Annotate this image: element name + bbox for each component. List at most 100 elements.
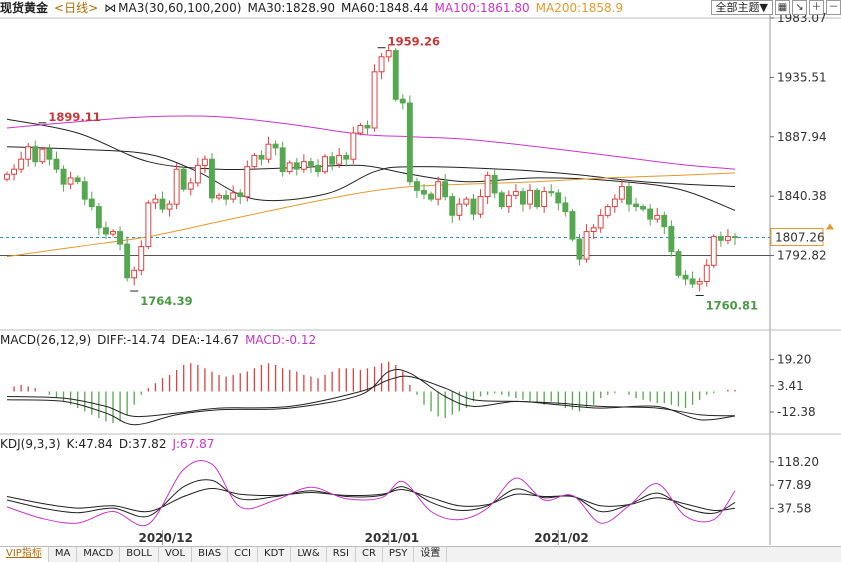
zoom-out-icon[interactable]: － (826, 0, 841, 15)
tab-9[interactable]: RSI (327, 547, 356, 562)
tab-2[interactable]: MACD (77, 547, 121, 562)
candle-down (491, 174, 498, 194)
price-tick-label: 1935.51 (777, 70, 827, 84)
date-label: 2021/01 (365, 531, 419, 545)
candle-down (498, 192, 505, 208)
candle-down (633, 203, 639, 208)
candle-up (67, 177, 74, 185)
candle-up (18, 158, 25, 170)
candle-up (39, 148, 46, 163)
candle-down (442, 181, 449, 198)
macd-title: MACD(26,12,9) (0, 333, 92, 347)
candle-down (159, 198, 166, 210)
ma200-value: MA200:1858.9 (535, 1, 624, 15)
candle-down (279, 147, 286, 173)
last-price-box (770, 228, 824, 247)
tab-1[interactable]: MA (49, 547, 78, 562)
candle-up (286, 162, 293, 173)
candle-up (152, 198, 159, 204)
tab-11[interactable]: PSY (383, 547, 415, 562)
tab-7[interactable]: KDT (258, 547, 292, 562)
candle-down (364, 125, 371, 129)
candle-up (11, 168, 18, 175)
tab-5[interactable]: BIAS (192, 547, 229, 562)
kdj-j-line (6, 459, 736, 527)
candle-up (541, 191, 548, 208)
tab-0[interactable]: VIP指标 (0, 547, 49, 562)
candle-up (230, 192, 237, 200)
candle-down (209, 158, 215, 199)
candle-up (336, 154, 343, 165)
candles-group (4, 44, 738, 292)
candle-down (647, 208, 654, 220)
price-tick-label: 1887.94 (777, 130, 827, 144)
macd-diff: DIFF:-14.74 (97, 333, 166, 347)
candle-down (272, 143, 279, 149)
candle-up (131, 269, 138, 279)
chart-header: 现货黄金 <日线> ⋈ MA3(30,60,100,200) MA30:1828.90 M… (0, 0, 629, 16)
tab-12[interactable]: 设置 (414, 547, 448, 562)
candle-up (25, 146, 32, 160)
candle-down (668, 226, 675, 253)
candle-up (435, 181, 442, 200)
candle-down (661, 214, 668, 228)
candle-down (520, 191, 526, 205)
candle-down (392, 50, 399, 100)
candle-up (300, 161, 307, 170)
macd-diff-line (6, 368, 736, 426)
annotation-low: 1764.39 (140, 294, 192, 308)
tab-10[interactable]: CR (356, 547, 383, 562)
candle-down (307, 161, 314, 166)
ma60-value: MA60:1848.44 (341, 1, 429, 15)
candle-up (512, 191, 519, 196)
price-tick-label: 1792.82 (777, 249, 827, 263)
grid-view-icon[interactable]: ▦ (775, 0, 790, 15)
candle-up (710, 236, 717, 266)
tab-8[interactable]: LW& (291, 547, 327, 562)
candle-up (654, 214, 661, 220)
candle-down (428, 193, 435, 200)
ma-title: MA3(30,60,100,200) (118, 1, 242, 15)
candle-down (293, 162, 300, 170)
candle-up (138, 246, 145, 271)
price-up-arrow-icon (826, 223, 834, 230)
draw-tool-icon[interactable]: ↘ (792, 0, 807, 15)
candle-down (626, 186, 632, 205)
candle-down (103, 227, 109, 235)
candle-down (180, 168, 187, 190)
annotation-high: 1959.26 (388, 35, 440, 49)
ma-line-ma30 (6, 118, 736, 211)
candle-up (216, 194, 223, 199)
zoom-in-icon[interactable]: ＋ (809, 0, 824, 15)
macd-legend: MACD(26,12,9) DIFF:-14.74 DEA:-14.67 MACD:-… (0, 333, 322, 348)
candle-down (406, 102, 413, 183)
candle-up (463, 198, 470, 205)
candle-down (124, 243, 131, 279)
candle-down (343, 154, 350, 160)
macd-tick-label: 19.20 (777, 353, 811, 367)
tab-3[interactable]: BOLL (120, 547, 159, 562)
theme-select[interactable]: 全部主题▼ (710, 0, 773, 15)
candle-up (590, 227, 597, 233)
candle-up (703, 264, 710, 282)
tab-4[interactable]: VOL (159, 547, 193, 562)
candle-up (350, 132, 357, 160)
candle-up (527, 189, 533, 205)
candle-up (357, 125, 364, 134)
candle-up (371, 71, 378, 129)
candle-up (145, 202, 152, 248)
tab-6[interactable]: CCI (228, 547, 259, 562)
candle-up (725, 236, 731, 241)
indicator-tabs: VIP指标 MA MACD BOLL VOL BIAS CCI KDT LW& RSI CR PSY 设… (0, 546, 841, 562)
period-label[interactable]: <日线> (54, 1, 99, 15)
candle-up (322, 156, 329, 173)
candle-up (110, 231, 116, 235)
candle-down (60, 168, 67, 185)
candle-up (173, 168, 180, 205)
ma-line-ma100 (6, 115, 736, 170)
candle-up (583, 231, 590, 260)
macd-tick-label: -12.38 (777, 405, 816, 419)
candle-down (732, 236, 738, 239)
kdj-title: KDJ(9,3,3) (0, 437, 61, 451)
